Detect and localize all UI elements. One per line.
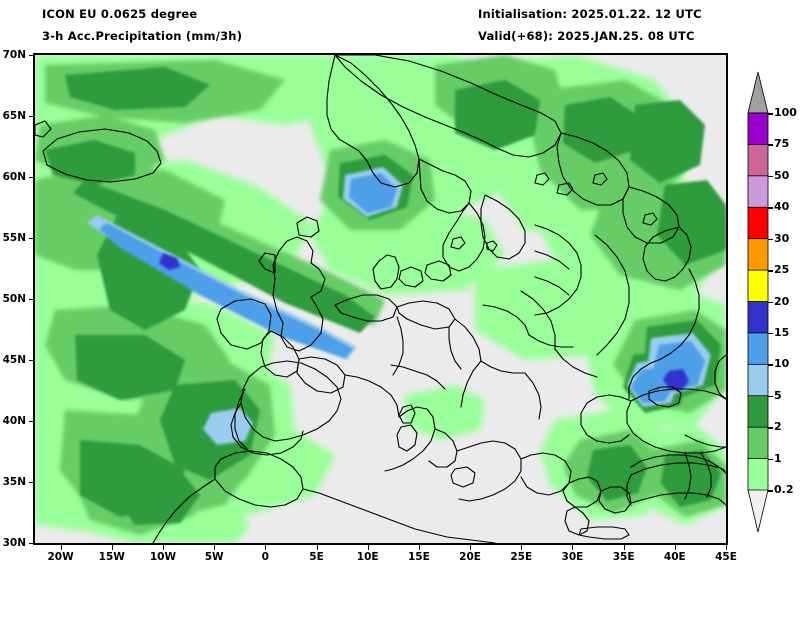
colorbar-tick-label: 50 bbox=[774, 168, 790, 182]
colorbar-tick-label: 25 bbox=[774, 263, 790, 277]
colorbar-tick-mark bbox=[768, 301, 773, 303]
precip-layer-darkblue bbox=[159, 253, 689, 391]
colorbar-band bbox=[747, 395, 769, 429]
initialisation-time: Initialisation: 2025.01.22. 12 UTC bbox=[478, 7, 702, 21]
lat-tick-label: 60N bbox=[2, 171, 26, 183]
colorbar-tick-mark bbox=[768, 458, 773, 461]
lon-tick-label: 5W bbox=[204, 551, 224, 563]
lat-tick-mark bbox=[29, 360, 34, 361]
lon-tick-mark bbox=[316, 544, 318, 550]
lon-tick-mark bbox=[674, 544, 676, 550]
lon-tick-label: 15E bbox=[407, 551, 430, 563]
lon-tick-mark bbox=[726, 544, 727, 550]
colorbar-tick-mark bbox=[768, 395, 773, 398]
lat-tick-mark bbox=[29, 421, 34, 422]
lon-tick-label: 15W bbox=[98, 551, 125, 563]
lon-tick-label: 35E bbox=[612, 551, 635, 563]
lon-tick-mark bbox=[418, 544, 420, 550]
colorbar: 0.2 1 2 5 10 15 20 25 30 40 50 75 100 bbox=[742, 66, 800, 536]
colorbar-band bbox=[747, 301, 769, 334]
colorbar-band bbox=[747, 175, 769, 209]
colorbar-tick-label: 40 bbox=[774, 200, 790, 214]
colorbar-tick-label: 0.2 bbox=[774, 483, 794, 496]
lon-tick-mark bbox=[60, 544, 62, 550]
lat-tick-mark bbox=[29, 116, 34, 117]
lon-tick-label: 25E bbox=[510, 551, 533, 563]
colorbar-tick-mark bbox=[768, 364, 773, 366]
lat-tick-label: 30N bbox=[2, 537, 26, 549]
lon-tick-mark bbox=[265, 544, 267, 550]
colorbar-tick-mark bbox=[768, 144, 773, 146]
colorbar-over-arrow bbox=[747, 71, 769, 114]
lon-tick-mark bbox=[111, 544, 113, 550]
lon-tick-mark bbox=[214, 544, 216, 550]
colorbar-band bbox=[747, 332, 769, 366]
colorbar-band bbox=[747, 458, 769, 491]
colorbar-tick-label: 100 bbox=[774, 106, 797, 119]
coastlines bbox=[35, 55, 726, 543]
lat-tick-mark bbox=[29, 299, 34, 300]
colorbar-under-arrow bbox=[747, 489, 769, 533]
colorbar-band bbox=[747, 144, 769, 177]
model-title: ICON EU 0.0625 degree bbox=[42, 7, 198, 21]
lat-tick-label: 35N bbox=[2, 476, 26, 488]
lon-tick-label: 20W bbox=[47, 551, 74, 563]
lat-tick-label: 40N bbox=[2, 415, 26, 427]
colorbar-tick-label: 15 bbox=[774, 325, 790, 339]
colorbar-tick-mark bbox=[768, 175, 773, 178]
lon-tick-label: 10W bbox=[149, 551, 177, 563]
colorbar-tick-label: 1 bbox=[774, 451, 782, 465]
colorbar-tick-mark bbox=[768, 332, 773, 335]
colorbar-tick-mark bbox=[768, 238, 773, 241]
lon-tick-mark bbox=[470, 544, 472, 550]
colorbar-band bbox=[747, 426, 769, 460]
lat-tick-label: 65N bbox=[2, 110, 26, 122]
lat-tick-label: 45N bbox=[2, 354, 26, 366]
colorbar-tick-mark bbox=[768, 207, 773, 209]
lon-tick-label: 45E bbox=[715, 551, 737, 563]
colorbar-band bbox=[747, 363, 769, 397]
lon-tick-label: 40E bbox=[663, 551, 686, 563]
colorbar-band bbox=[747, 112, 769, 146]
colorbar-tick-label: 75 bbox=[774, 137, 790, 151]
colorbar-band bbox=[747, 206, 769, 240]
colorbar-band bbox=[747, 269, 769, 303]
lon-tick-label: 0 bbox=[261, 551, 269, 563]
lon-tick-mark bbox=[521, 544, 523, 550]
lat-tick-label: 70N bbox=[2, 49, 26, 61]
colorbar-tick-label: 10 bbox=[774, 357, 790, 371]
lat-tick-label: 50N bbox=[2, 293, 26, 305]
lon-tick-label: 10E bbox=[356, 551, 379, 563]
lon-tick-mark bbox=[572, 544, 574, 550]
valid-time: Valid(+68): 2025.JAN.25. 08 UTC bbox=[478, 29, 695, 43]
lon-tick-mark bbox=[623, 544, 625, 550]
colorbar-tick-mark bbox=[768, 113, 773, 115]
colorbar-tick-label: 2 bbox=[774, 420, 782, 434]
lat-tick-label: 55N bbox=[2, 232, 26, 244]
colorbar-tick-mark bbox=[768, 490, 773, 492]
colorbar-tick-label: 5 bbox=[774, 388, 782, 402]
lon-tick-label: 5E bbox=[309, 551, 324, 563]
colorbar-tick-mark bbox=[768, 270, 773, 272]
lat-tick-mark bbox=[29, 543, 34, 544]
field-title: 3-h Acc.Precipitation (mm/3h) bbox=[42, 29, 243, 43]
colorbar-tick-label: 30 bbox=[774, 231, 790, 245]
lon-tick-mark bbox=[162, 544, 164, 550]
lon-tick-mark bbox=[367, 544, 369, 550]
lat-tick-mark bbox=[29, 55, 34, 56]
lat-tick-mark bbox=[29, 238, 34, 239]
lat-tick-mark bbox=[29, 482, 34, 483]
lon-tick-label: 30E bbox=[561, 551, 584, 563]
colorbar-tick-label: 20 bbox=[774, 294, 790, 308]
lon-tick-label: 20E bbox=[459, 551, 481, 563]
colorbar-swatches bbox=[747, 71, 769, 533]
lat-tick-mark bbox=[29, 177, 34, 178]
map-plot-area bbox=[33, 53, 728, 545]
precipitation-field bbox=[35, 55, 726, 543]
colorbar-tick-mark bbox=[768, 427, 773, 429]
colorbar-band bbox=[747, 238, 769, 271]
